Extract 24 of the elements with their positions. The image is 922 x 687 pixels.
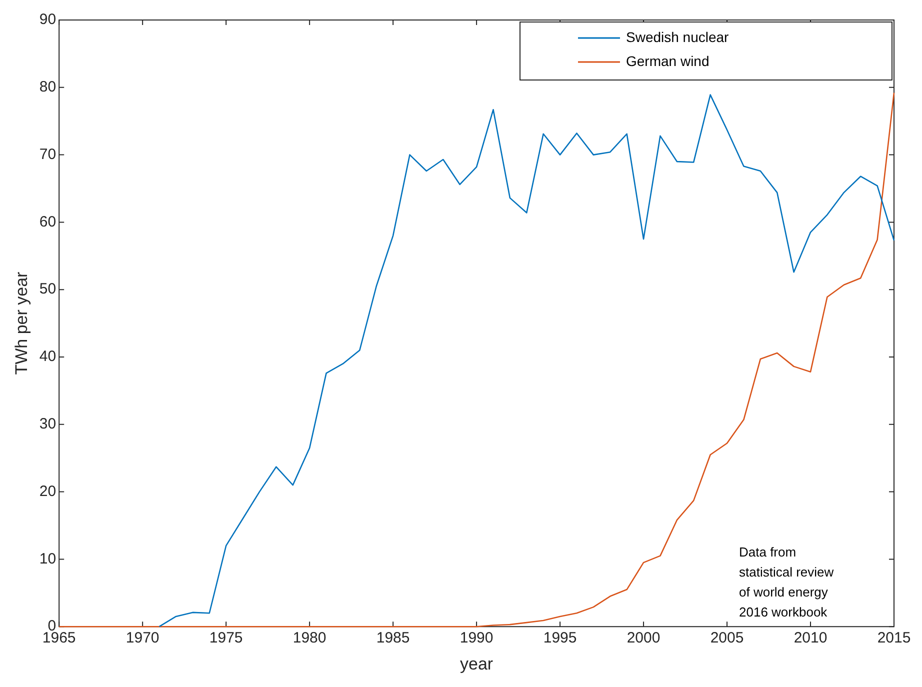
y-axis-title: TWh per year <box>12 271 31 375</box>
legend-label: German wind <box>626 52 710 69</box>
x-tick-label: 1980 <box>292 630 326 647</box>
x-tick-label: 1970 <box>126 630 160 647</box>
y-tick-label: 90 <box>39 11 56 28</box>
x-tick-label: 1985 <box>376 630 410 647</box>
legend-label: Swedish nuclear <box>626 28 730 45</box>
x-tick-label: 1995 <box>543 630 577 647</box>
x-tick-label: 2000 <box>626 630 660 647</box>
y-tick-label: 80 <box>39 78 56 96</box>
y-tick-label: 60 <box>39 213 56 230</box>
annotation: Data from statistical review of world energy 2016 workbook <box>739 544 834 620</box>
x-axis-title: year <box>460 654 494 674</box>
x-tick-label: 1990 <box>460 630 494 647</box>
y-tick-label: 50 <box>39 280 56 298</box>
y-tick-label: 30 <box>39 416 56 433</box>
y-tick-label: 70 <box>39 146 56 163</box>
x-tick-label: 2005 <box>710 630 744 647</box>
y-tick-label: 20 <box>39 482 56 500</box>
y-tick-label: 10 <box>39 550 56 568</box>
x-tick-label: 1975 <box>209 630 243 647</box>
x-tick-label: 2015 <box>877 630 911 647</box>
x-tick-label: 2010 <box>794 630 828 647</box>
y-tick-label: 40 <box>39 348 56 366</box>
